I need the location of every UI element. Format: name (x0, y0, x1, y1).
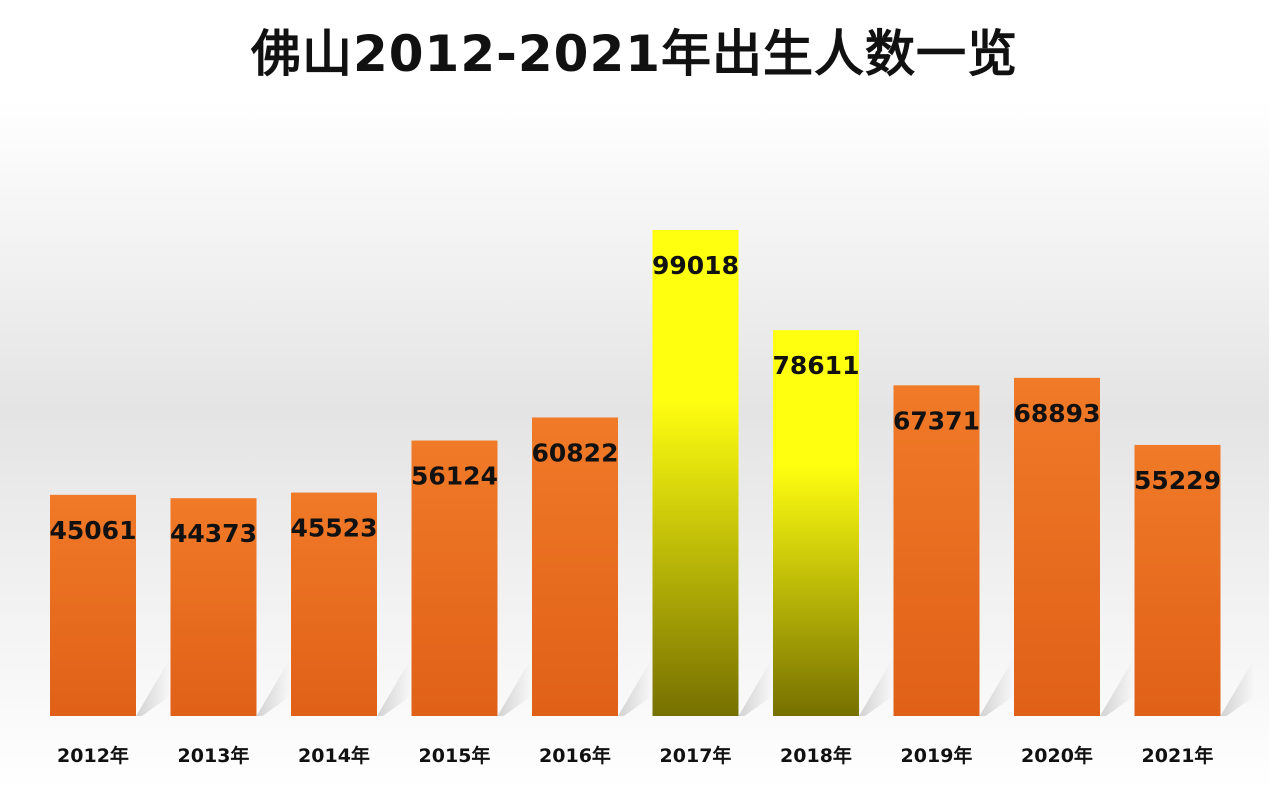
bar-2018年 (773, 330, 859, 716)
x-tick-label: 2014年 (298, 744, 370, 767)
x-tick-label: 2020年 (1021, 744, 1093, 767)
value-label: 67371 (893, 406, 980, 435)
x-tick-label: 2018年 (780, 744, 852, 767)
bar-shadow (738, 658, 773, 716)
bar-shadow (136, 658, 170, 716)
bar-2015年 (411, 440, 498, 716)
bar-2019年 (893, 385, 980, 716)
bar-2021年 (1134, 444, 1221, 716)
value-label: 55229 (1134, 466, 1221, 495)
bar-2020年 (1014, 377, 1100, 716)
value-label: 45523 (291, 514, 378, 543)
bar-2014年 (291, 492, 377, 716)
chart-title: 佛山2012-2021年出生人数一览 (250, 25, 1019, 83)
x-tick-label: 2016年 (539, 744, 611, 767)
bar-2016年 (532, 417, 618, 716)
bar-shadow (497, 658, 532, 716)
value-label: 45061 (50, 516, 137, 545)
value-label: 56124 (411, 462, 498, 491)
bar-2017年 (652, 230, 739, 716)
x-tick-label: 2017年 (660, 744, 732, 767)
bar-shadow (256, 658, 291, 716)
value-label: 60822 (532, 438, 619, 467)
x-tick-label: 2013年 (178, 744, 250, 767)
bar-2012年 (50, 494, 136, 716)
bar-shadow (1100, 658, 1134, 716)
value-labels-group: 45061 44373 45523 56124 60822 99018 78611 67371… (50, 251, 1221, 548)
x-tick-label: 2015年 (419, 744, 491, 767)
bar-2013年 (170, 498, 257, 716)
bar-shadow (1220, 658, 1255, 716)
value-label: 68893 (1014, 399, 1101, 428)
x-tick-label: 2021年 (1142, 744, 1214, 767)
bar-shadow (618, 658, 652, 716)
x-tick-label: 2019年 (901, 744, 973, 767)
x-axis-labels-group: 2012年 2013年 2014年 2015年 2016年 2017年 2018年 2019年… (57, 744, 1213, 767)
bars-group (50, 230, 1255, 716)
value-label: 44373 (170, 519, 257, 548)
bar-shadow (377, 658, 411, 716)
value-label: 78611 (773, 351, 860, 380)
x-tick-label: 2012年 (57, 744, 129, 767)
bar-shadow (979, 658, 1014, 716)
bar-shadow (859, 658, 893, 716)
value-label: 99018 (652, 251, 739, 280)
